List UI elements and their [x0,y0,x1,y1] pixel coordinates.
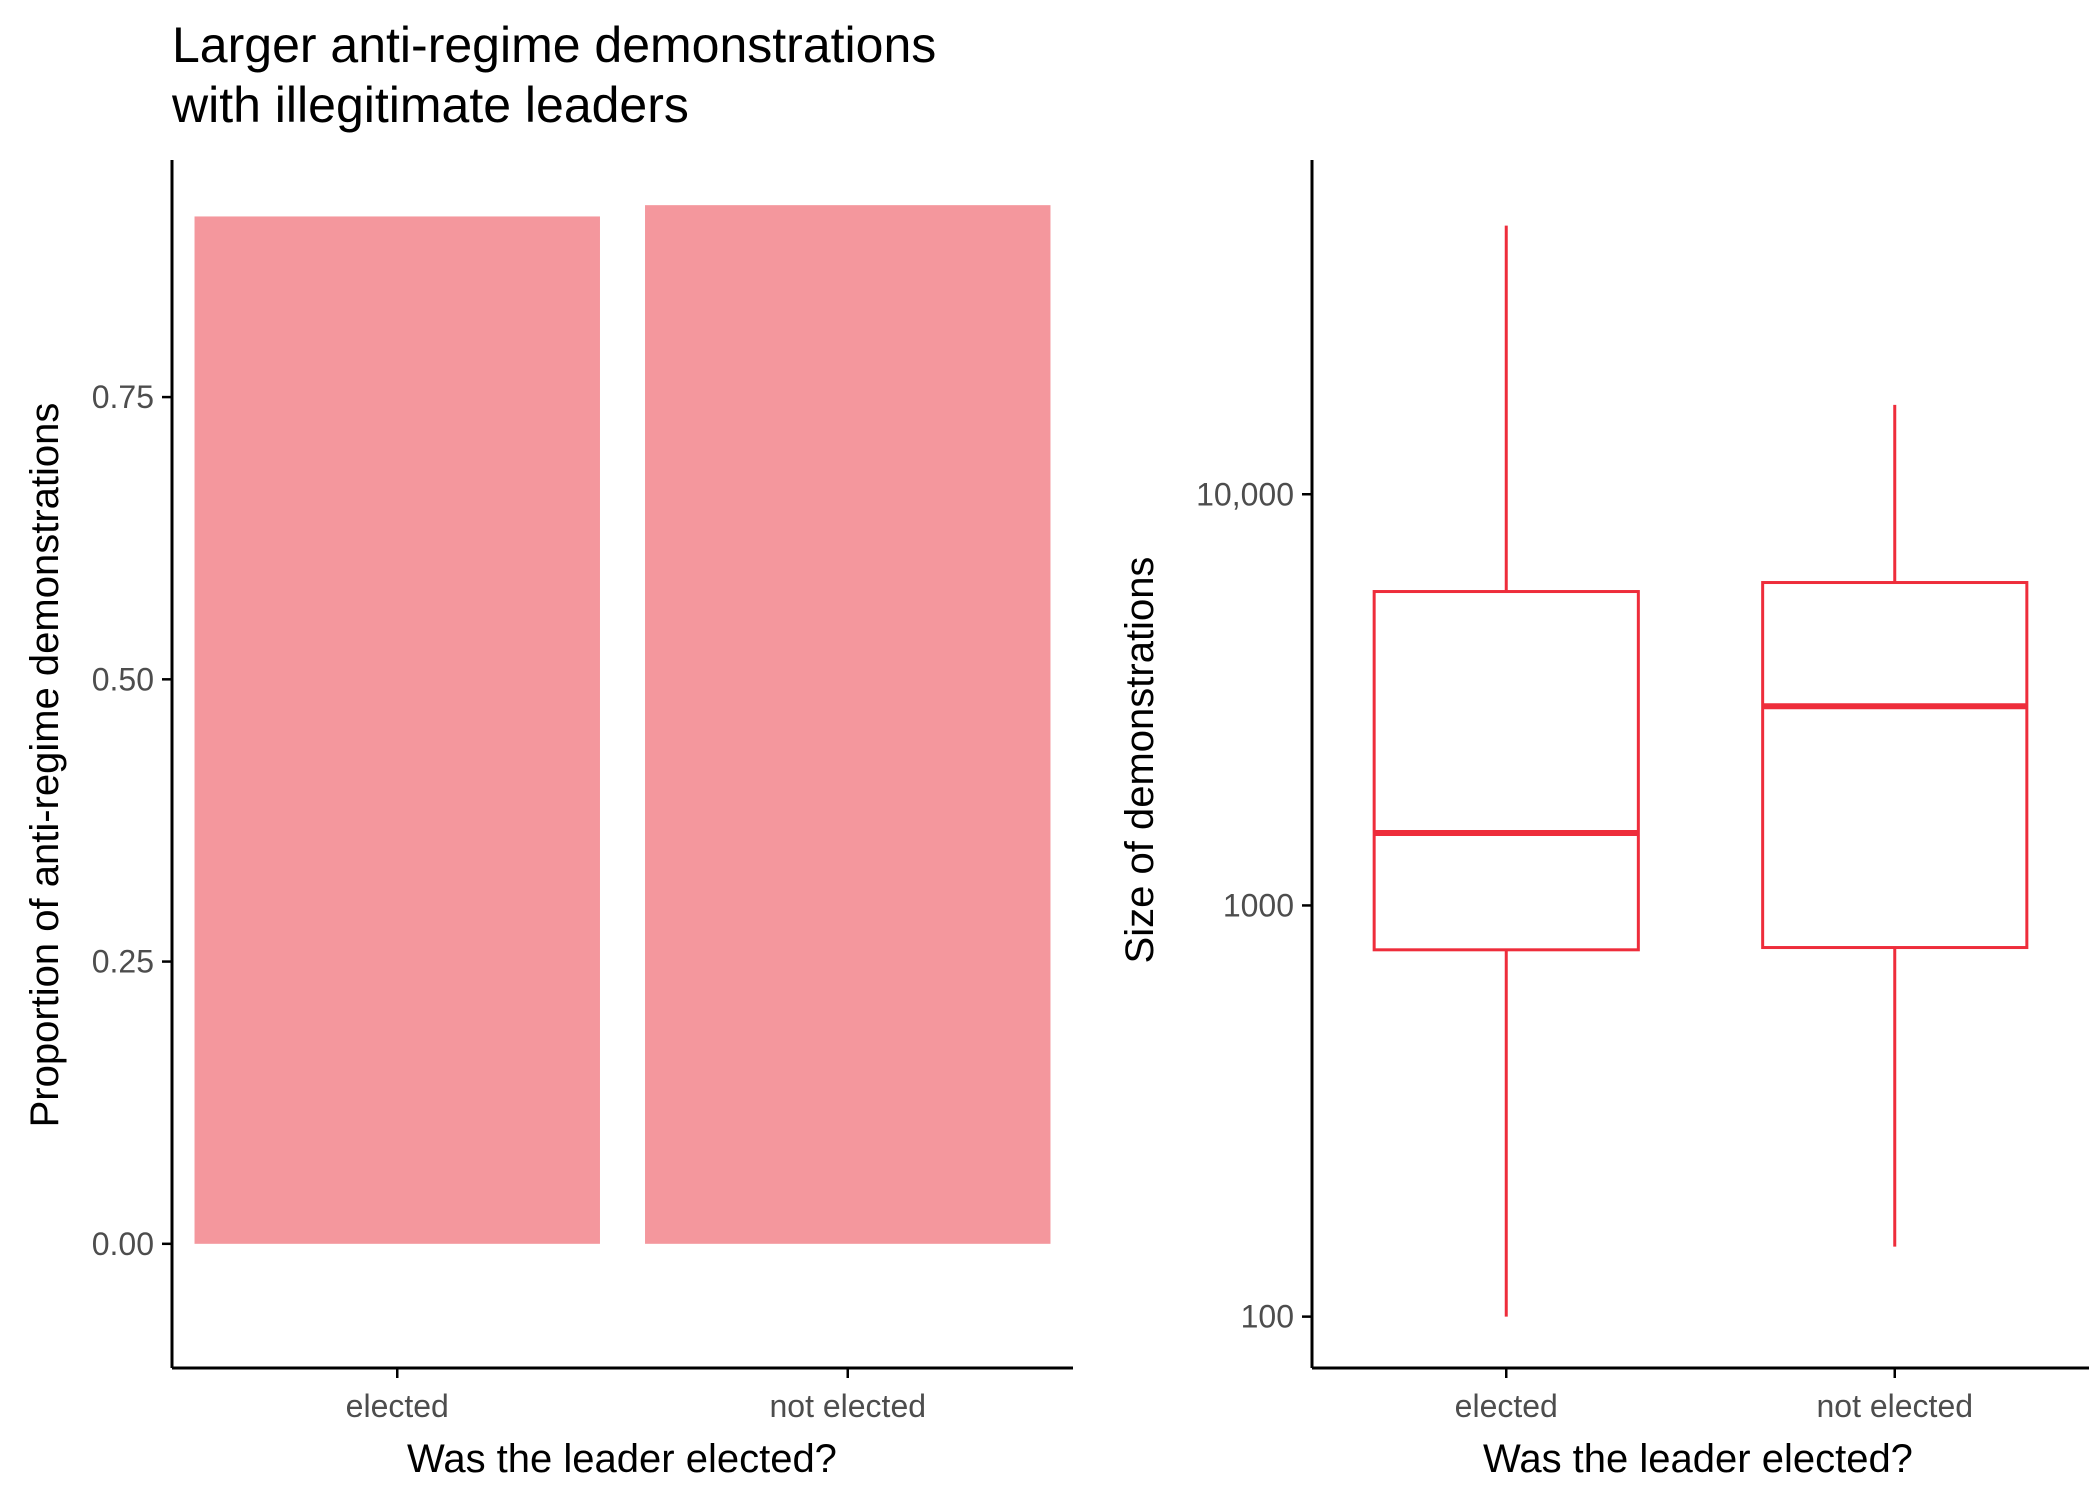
y-tick-label: 1000 [1223,887,1294,923]
box-not-elected [1761,581,2029,950]
y-tick-label: 0.50 [92,661,154,697]
y-tick-label: 0.00 [92,1226,154,1262]
bar-panel-y-axis-title: Proportion of anti-regime demonstrations [23,403,67,1128]
x-tick-label: elected [346,1388,449,1424]
box-elected [1372,590,1640,952]
chart-title-line-1: Larger anti-regime demonstrations [172,17,936,73]
box-panel: elected not elected 100 1000 10,000 [1196,160,2089,1424]
box-panel-y-axis-title: Size of demonstrations [1118,557,1162,964]
y-tick-label: 0.25 [92,944,154,980]
box-panel-x-axis-title: Was the leader elected? [1483,1437,1913,1481]
x-tick-label: not elected [769,1388,926,1424]
bar-elected [194,216,600,1244]
bar-panel-x-axis-title: Was the leader elected? [407,1437,837,1481]
y-tick-label: 100 [1241,1299,1294,1335]
bar-not-elected [645,205,1051,1244]
x-tick-label: not elected [1816,1388,1973,1424]
chart-title-line-2: with illegitimate leaders [171,77,689,133]
x-tick-label: elected [1455,1388,1558,1424]
y-tick-label: 0.75 [92,379,154,415]
bar-panel: elected not elected 0.00 0.25 0.50 0.75 [92,160,1073,1424]
y-tick-label: 10,000 [1196,476,1294,512]
